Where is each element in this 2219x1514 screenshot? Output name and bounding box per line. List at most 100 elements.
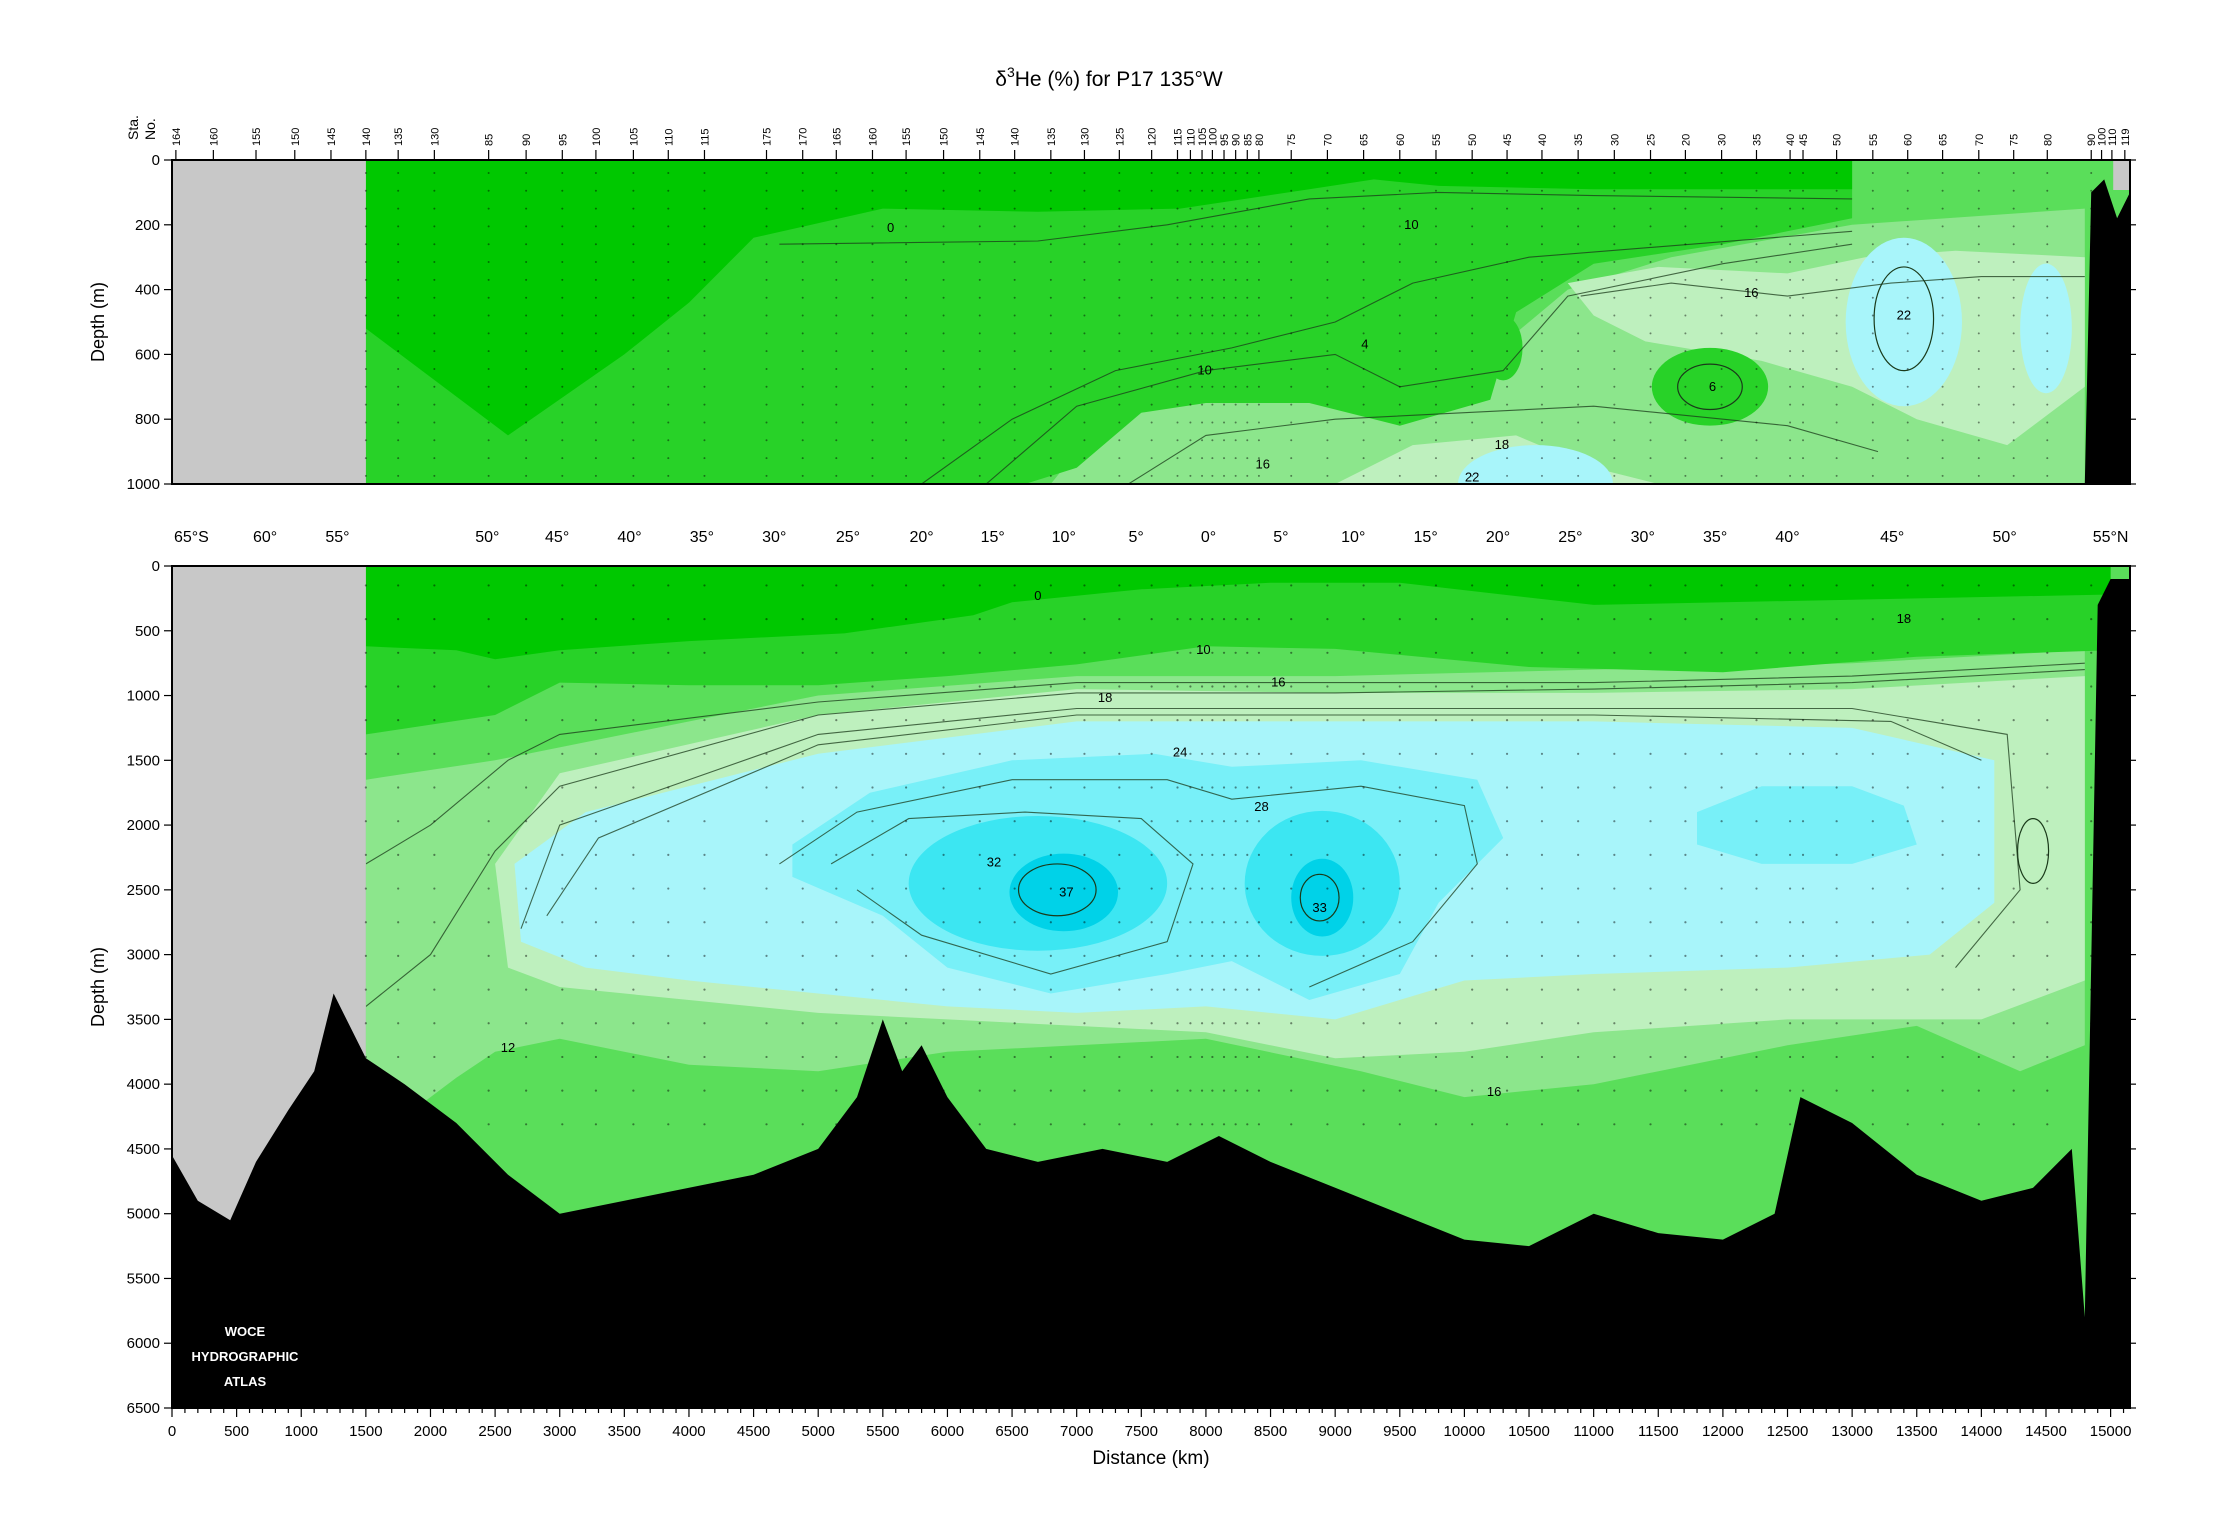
- sample-dot: [1118, 367, 1121, 370]
- sample-dot: [1871, 171, 1874, 174]
- sample-dot: [1013, 1089, 1016, 1092]
- sample-dot: [1871, 385, 1874, 388]
- sample-dot: [1290, 350, 1293, 353]
- sample-dot: [1013, 350, 1016, 353]
- sample-dot: [1234, 1123, 1237, 1126]
- sample-dot: [1201, 278, 1204, 281]
- sample-dot: [2046, 439, 2049, 442]
- contour-label: 12: [501, 1040, 515, 1055]
- sample-dot: [2090, 261, 2093, 264]
- sample-dot: [1176, 887, 1179, 890]
- sample-dot: [487, 988, 490, 991]
- sample-dot: [1871, 439, 1874, 442]
- sample-dot: [1150, 457, 1153, 460]
- sample-dot: [703, 225, 706, 228]
- sample-dot: [904, 651, 908, 654]
- sample-dot: [1200, 1089, 1204, 1092]
- sample-dot: [1398, 954, 1401, 958]
- sample-dot: [632, 988, 635, 991]
- sample-dot: [1871, 786, 1874, 789]
- sample-dot: [1471, 651, 1474, 654]
- sample-dot: [1835, 1022, 1838, 1025]
- sample-dot: [1211, 1022, 1214, 1025]
- sample-dot: [1362, 719, 1365, 722]
- sample-dot: [632, 786, 635, 789]
- sample-dot: [871, 367, 874, 370]
- sample-dot: [525, 189, 528, 192]
- sample-dot: [801, 651, 804, 654]
- sample-dot: [1434, 332, 1437, 335]
- sample-dot: [905, 171, 908, 174]
- sample-dot: [1684, 954, 1687, 958]
- sample-dot: [1577, 887, 1580, 890]
- sample-dot: [1257, 332, 1260, 335]
- sample-dot: [561, 853, 564, 856]
- latitude-label: 30°: [1631, 529, 1655, 546]
- sample-dot: [1326, 367, 1329, 370]
- sample-dot: [801, 189, 804, 192]
- sample-dot: [1118, 403, 1121, 406]
- sample-dot: [1613, 685, 1616, 688]
- sample-dot: [801, 171, 804, 174]
- sample-dot: [397, 752, 400, 755]
- sample-dot: [632, 171, 635, 174]
- sample-dot: [1189, 887, 1192, 890]
- sample-dot: [1613, 403, 1616, 406]
- contour-label: 28: [1254, 799, 1268, 814]
- sample-dot: [1906, 685, 1909, 688]
- sample-dot: [703, 439, 706, 442]
- watermark-line-hydrographic: HYDROGRAPHIC: [192, 1349, 300, 1364]
- sample-dot: [835, 439, 838, 442]
- sample-dot: [765, 457, 768, 460]
- sample-dot: [1577, 1089, 1580, 1092]
- sample-dot: [1471, 685, 1474, 688]
- sample-dot: [487, 474, 490, 477]
- station-label: 35: [1751, 134, 1763, 146]
- sample-dot: [1941, 820, 1944, 823]
- sample-dot: [1234, 584, 1237, 587]
- sample-dot: [1835, 988, 1838, 991]
- sample-dot: [1176, 1022, 1179, 1025]
- sample-dot: [1720, 261, 1723, 264]
- sample-dot: [978, 584, 981, 587]
- sample-dot: [1540, 820, 1544, 823]
- contour-label: 37: [1059, 884, 1073, 899]
- sample-dot: [1234, 207, 1237, 210]
- sample-dot: [364, 225, 367, 228]
- sample-dot: [1083, 752, 1086, 755]
- contour-label: 16: [1271, 675, 1285, 690]
- sample-dot: [801, 296, 804, 299]
- sample-dot: [1505, 988, 1509, 991]
- sample-dot: [1176, 403, 1179, 406]
- sample-dot: [1906, 261, 1909, 264]
- station-label: 150: [290, 128, 302, 146]
- sample-dot: [2090, 853, 2093, 856]
- sample-dot: [1222, 618, 1226, 621]
- sample-dot: [1257, 1055, 1261, 1059]
- sample-dot: [1649, 474, 1652, 477]
- sample-dot: [905, 278, 908, 281]
- sample-dot: [1977, 887, 1980, 890]
- sample-dot: [1083, 887, 1086, 890]
- sample-dot: [433, 921, 436, 924]
- sample-dot: [1941, 954, 1944, 958]
- sample-dot: [1083, 278, 1086, 281]
- sample-dot: [1977, 988, 1980, 991]
- sample-dot: [1049, 421, 1052, 424]
- sample-dot: [1471, 1022, 1474, 1025]
- sample-dot: [632, 243, 635, 246]
- sample-dot: [942, 207, 945, 210]
- sample-dot: [1434, 457, 1437, 460]
- sample-dot: [1398, 332, 1401, 335]
- sample-dot: [1246, 618, 1249, 621]
- sample-dot: [1150, 474, 1153, 477]
- sample-dot: [1013, 651, 1016, 654]
- sample-dot: [835, 786, 838, 789]
- sample-dot: [1362, 261, 1365, 264]
- station-axis-label-no: No.: [142, 118, 158, 140]
- sample-dot: [1049, 296, 1052, 299]
- sample-dot: [1471, 367, 1474, 370]
- sample-dot: [1176, 225, 1179, 228]
- x-tick-label: 5500: [866, 1423, 899, 1440]
- sample-dot: [2012, 651, 2015, 654]
